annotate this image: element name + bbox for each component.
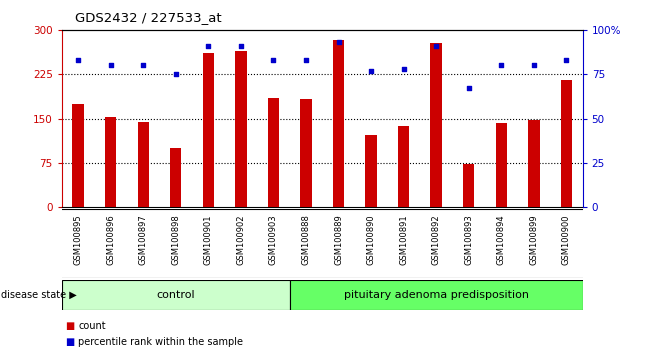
Text: control: control xyxy=(156,290,195,300)
Bar xyxy=(333,40,344,207)
Point xyxy=(464,86,474,91)
Text: GSM100895: GSM100895 xyxy=(74,215,83,265)
Bar xyxy=(170,148,182,207)
Bar xyxy=(268,98,279,207)
Point xyxy=(105,63,116,68)
Text: GSM100891: GSM100891 xyxy=(399,215,408,265)
Text: ■: ■ xyxy=(65,321,74,331)
Bar xyxy=(300,99,312,207)
Bar xyxy=(365,135,377,207)
Bar xyxy=(398,126,409,207)
Text: GSM100897: GSM100897 xyxy=(139,215,148,265)
Bar xyxy=(62,280,290,310)
Text: GSM100901: GSM100901 xyxy=(204,215,213,265)
Text: GSM100903: GSM100903 xyxy=(269,215,278,265)
Text: pituitary adenoma predisposition: pituitary adenoma predisposition xyxy=(344,290,529,300)
Point xyxy=(366,68,376,74)
Point xyxy=(398,66,409,72)
Text: GSM100898: GSM100898 xyxy=(171,215,180,265)
Text: count: count xyxy=(78,321,105,331)
Bar xyxy=(202,52,214,207)
Bar xyxy=(72,104,84,207)
Point xyxy=(203,43,214,49)
Point xyxy=(73,57,83,63)
Point xyxy=(171,72,181,77)
Point xyxy=(529,63,539,68)
Text: GSM100893: GSM100893 xyxy=(464,215,473,265)
Text: GSM100889: GSM100889 xyxy=(334,215,343,265)
Bar xyxy=(430,43,442,207)
Bar xyxy=(495,123,507,207)
Point xyxy=(561,57,572,63)
Text: GSM100902: GSM100902 xyxy=(236,215,245,265)
Text: GSM100894: GSM100894 xyxy=(497,215,506,265)
Text: ■: ■ xyxy=(65,337,74,347)
Text: GSM100888: GSM100888 xyxy=(301,215,311,266)
Bar xyxy=(137,121,149,207)
Point xyxy=(138,63,148,68)
Point xyxy=(431,43,441,49)
Bar xyxy=(235,51,247,207)
Text: GSM100900: GSM100900 xyxy=(562,215,571,265)
Text: GSM100899: GSM100899 xyxy=(529,215,538,265)
Bar xyxy=(290,280,583,310)
Point xyxy=(301,57,311,63)
Point xyxy=(268,57,279,63)
Text: percentile rank within the sample: percentile rank within the sample xyxy=(78,337,243,347)
Point xyxy=(236,43,246,49)
Bar xyxy=(561,80,572,207)
Text: GSM100890: GSM100890 xyxy=(367,215,376,265)
Bar xyxy=(463,164,475,207)
Point xyxy=(496,63,506,68)
Text: disease state ▶: disease state ▶ xyxy=(1,290,77,300)
Point xyxy=(333,40,344,45)
Text: GSM100896: GSM100896 xyxy=(106,215,115,265)
Text: GSM100892: GSM100892 xyxy=(432,215,441,265)
Bar xyxy=(528,120,540,207)
Bar xyxy=(105,117,117,207)
Text: GDS2432 / 227533_at: GDS2432 / 227533_at xyxy=(75,11,221,24)
